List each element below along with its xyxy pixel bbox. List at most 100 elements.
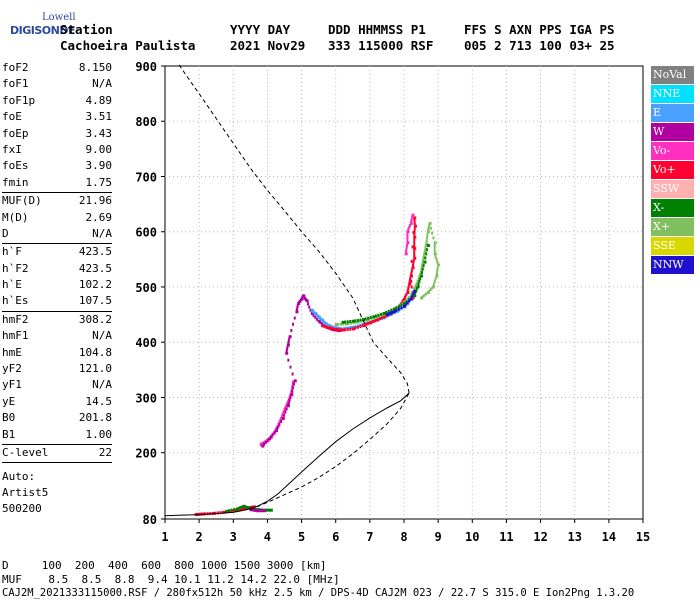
echo-point <box>251 508 254 512</box>
echo-point <box>372 320 375 324</box>
echo-point <box>276 426 279 430</box>
echo-point <box>293 316 296 320</box>
echo-point <box>433 246 436 250</box>
echo-point <box>423 293 426 297</box>
echo-point <box>411 293 414 297</box>
echo-point <box>344 320 347 324</box>
param-label: h`F2 <box>2 261 29 275</box>
echo-point <box>432 285 436 289</box>
header-time-label: DDD HHMMSS P1 <box>328 22 426 37</box>
y-tick-label: 600 <box>135 226 157 240</box>
echo-point <box>290 393 294 397</box>
echo-point <box>411 266 415 270</box>
echo-point <box>247 506 250 510</box>
echo-point <box>336 328 339 332</box>
echo-point <box>292 380 296 384</box>
param-value: 121.0 <box>78 362 112 376</box>
echo-point <box>350 321 353 325</box>
echo-point <box>254 508 257 512</box>
echo-point <box>412 230 415 234</box>
param-label: hmF2 <box>2 312 29 326</box>
echo-point <box>287 358 290 362</box>
echo-point <box>433 241 437 245</box>
echo-point <box>354 319 357 323</box>
param-value: 21.96 <box>78 194 112 208</box>
echo-point <box>280 414 283 418</box>
echo-point <box>346 328 349 332</box>
x-tick-label: 14 <box>602 530 616 544</box>
echo-point <box>406 232 409 236</box>
auto-line: Auto: <box>2 470 36 484</box>
param-label: yE <box>2 394 16 408</box>
x-tick-label: 5 <box>298 530 305 544</box>
param-value: N/A <box>92 77 112 91</box>
echo-point <box>427 226 430 230</box>
param-value: 2.69 <box>85 210 113 224</box>
param-separator <box>2 462 112 464</box>
param-label: hmE <box>2 345 22 359</box>
echo-point <box>287 341 290 345</box>
echo-point <box>433 244 436 248</box>
echo-point <box>403 304 406 308</box>
echo-point <box>351 325 354 329</box>
y-tick-label: 80 <box>143 513 157 527</box>
echo-point <box>352 321 355 325</box>
echo-point <box>321 322 324 326</box>
param-value: N/A <box>92 378 112 392</box>
x-tick-label: 12 <box>533 530 547 544</box>
legend-item: W <box>651 123 694 141</box>
echo-point <box>379 312 382 316</box>
echo-point <box>346 320 349 324</box>
echo-point <box>410 217 413 221</box>
x-tick-label: 2 <box>196 530 203 544</box>
echo-point <box>359 318 362 322</box>
echo-point <box>409 221 413 225</box>
echo-point <box>280 419 283 423</box>
echo-point <box>280 416 284 420</box>
echo-point <box>257 509 260 513</box>
echo-point <box>314 315 317 319</box>
echo-point <box>282 410 285 414</box>
echo-point <box>406 291 410 294</box>
echo-point <box>395 306 398 310</box>
echo-point <box>321 324 325 328</box>
echo-point <box>404 252 408 256</box>
echo-point <box>407 284 410 288</box>
echo-point <box>375 315 379 319</box>
echo-point <box>396 306 400 310</box>
logo-line2: DIGISONDE <box>10 24 75 37</box>
echo-point <box>410 272 413 276</box>
echo-point <box>421 260 425 264</box>
x-tick-label: 15 <box>636 530 650 544</box>
param-value: 9.00 <box>85 142 113 156</box>
echo-point <box>283 413 286 417</box>
echo-point <box>421 262 424 266</box>
echo-point <box>420 296 424 300</box>
echo-point <box>420 267 423 271</box>
x-tick-label: 3 <box>230 530 237 544</box>
echo-point <box>356 325 359 329</box>
echo-point <box>419 272 422 276</box>
echo-point <box>413 241 416 245</box>
echo-point <box>424 256 427 260</box>
y-tick-label: 800 <box>135 115 157 129</box>
echo-point <box>413 235 417 239</box>
echo-point <box>310 311 314 315</box>
echo-point <box>374 314 377 318</box>
echo-point <box>284 410 287 414</box>
param-value: 308.2 <box>78 312 112 326</box>
echo-point <box>413 216 417 220</box>
param-label: fmin <box>2 175 29 189</box>
muf-table: D 100 200 400 600 800 1000 1500 3000 [km… <box>2 559 340 587</box>
echo-point <box>413 249 416 253</box>
echo-point <box>391 311 394 315</box>
x-tick-label: 9 <box>435 530 442 544</box>
legend-item: X- <box>651 199 694 217</box>
header-settings-label: FFS S AXN PPS IGA PS <box>464 22 615 37</box>
echo-point <box>413 251 416 255</box>
echo-point <box>387 312 390 316</box>
echo-point <box>291 389 294 393</box>
echo-point <box>432 236 435 240</box>
echo-point <box>414 283 417 287</box>
echo-point <box>292 322 295 326</box>
